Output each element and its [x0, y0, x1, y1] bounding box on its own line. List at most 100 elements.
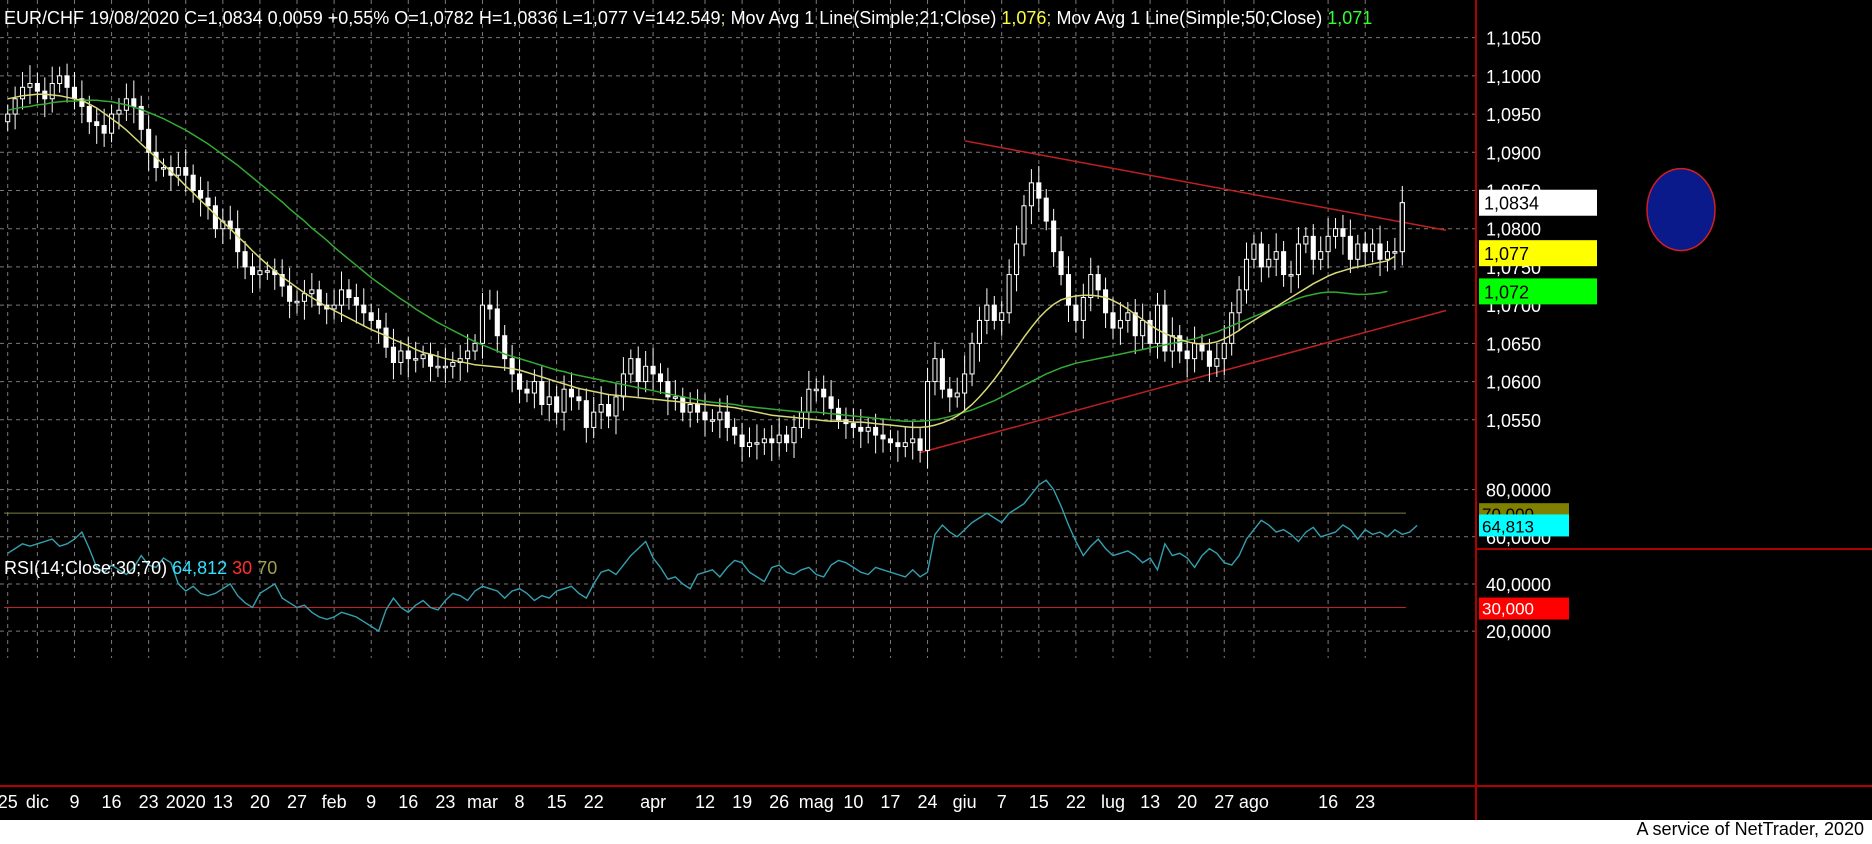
- candle-body: [1318, 251, 1324, 260]
- price-tag: [1479, 240, 1597, 267]
- x-tick-label: 23: [139, 792, 159, 812]
- price-tag: [1479, 278, 1597, 305]
- candle-body: [450, 361, 456, 367]
- ma50-line: [7, 99, 1388, 423]
- price-tag-label: 1,077: [1484, 244, 1529, 264]
- candle-body: [1192, 342, 1198, 360]
- x-tick-label: 2020: [166, 792, 206, 812]
- candle-body: [109, 113, 115, 134]
- candle-body: [754, 442, 760, 445]
- candle-body: [591, 411, 597, 428]
- candle-body: [1258, 243, 1264, 268]
- x-tick-label: 8: [515, 792, 525, 812]
- rsi-high: 70: [252, 558, 277, 578]
- footer-credit: A service of NetTrader, 2020: [1636, 819, 1864, 839]
- candle-body: [146, 128, 152, 153]
- candle-body: [1080, 297, 1086, 321]
- candle-body: [732, 426, 738, 436]
- candle-body: [917, 438, 923, 451]
- candle-body: [1051, 220, 1057, 253]
- candle-body: [1154, 304, 1161, 344]
- candle-body: [390, 346, 396, 363]
- rsi-last-tag: [1479, 514, 1569, 537]
- price-header: EUR/CHF 19/08/2020 C=1,0834 0,0059 +0,55…: [4, 8, 1372, 28]
- candle-body: [175, 167, 181, 176]
- candle-body: [650, 365, 656, 375]
- x-tick-label: ago: [1239, 792, 1269, 812]
- chart-canvas: 1,10501,10001,09501,09001,08501,08001,07…: [0, 0, 1872, 820]
- candle-body: [1088, 274, 1094, 299]
- candle-body: [672, 396, 678, 399]
- candle-body: [687, 404, 693, 413]
- candle-body: [405, 350, 411, 360]
- candle-body: [383, 327, 389, 348]
- x-tick-label: 10: [843, 792, 863, 812]
- candle-body: [57, 75, 63, 84]
- candle-body: [20, 86, 26, 100]
- x-tick-label: 9: [69, 792, 79, 812]
- candle-body: [1177, 335, 1183, 352]
- x-tick-label: 26: [769, 792, 789, 812]
- candle-body: [1221, 342, 1227, 360]
- candlestick-series: [5, 63, 1405, 469]
- candle-body: [583, 400, 589, 428]
- x-tick-label: feb: [322, 792, 347, 812]
- candle-body: [806, 388, 812, 413]
- candle-body: [932, 358, 938, 383]
- candle-body: [264, 270, 270, 273]
- y-tick-label: 1,0550: [1486, 411, 1541, 431]
- x-tick-label: apr: [640, 792, 666, 812]
- candle-body: [702, 411, 708, 421]
- candle-body: [1303, 235, 1309, 245]
- candle-body: [902, 442, 908, 448]
- candle-body: [709, 419, 715, 422]
- candle-body: [1347, 235, 1353, 260]
- candle-body: [1110, 312, 1116, 329]
- candle-body: [850, 423, 856, 428]
- resistance-trendline: [964, 140, 1447, 231]
- x-tick-label: dic: [26, 792, 49, 812]
- candle-body: [1251, 243, 1257, 260]
- candle-body: [338, 289, 345, 306]
- candle-body: [976, 319, 983, 344]
- candle-body: [984, 304, 990, 321]
- candle-body: [1014, 243, 1020, 276]
- candle-body: [1273, 251, 1279, 260]
- candle-body: [1206, 350, 1212, 367]
- candle-body: [1355, 243, 1361, 260]
- candle-body: [962, 373, 968, 394]
- rsi-line: [7, 479, 1418, 633]
- candle-body: [628, 358, 634, 375]
- candle-body: [1399, 202, 1405, 253]
- candle-body: [769, 438, 775, 444]
- header-ma21-label: Mov Avg 1 Line(Simple;21;Close): [726, 8, 997, 28]
- candle-body: [539, 381, 545, 406]
- candle-body: [761, 438, 767, 444]
- candle-body: [1147, 319, 1153, 344]
- candle-body: [398, 350, 404, 363]
- x-tick-label: 16: [102, 792, 122, 812]
- rsi-y-tick-label: 20,0000: [1486, 622, 1551, 642]
- candle-body: [86, 105, 92, 123]
- y-tick-label: 1,0600: [1486, 373, 1541, 393]
- candle-body: [1362, 243, 1368, 253]
- ma21-line: [7, 93, 1396, 429]
- x-tick-label: 16: [398, 792, 418, 812]
- candle-body: [865, 426, 871, 432]
- candle-body: [183, 167, 189, 176]
- candle-body: [635, 358, 641, 383]
- candle-body: [813, 388, 819, 392]
- x-tick-label: mar: [467, 792, 498, 812]
- candle-body: [509, 358, 515, 375]
- candle-body: [887, 438, 893, 444]
- candle-body: [346, 289, 352, 299]
- y-tick-label: 1,0650: [1486, 334, 1541, 354]
- x-tick-label: 12: [695, 792, 715, 812]
- rsi-header: RSI(14;Close;30;70) 64,812 30 70: [4, 558, 277, 578]
- candle-body: [1236, 289, 1242, 314]
- candle-body: [924, 381, 931, 451]
- rsi-value: 64,812: [167, 558, 227, 578]
- candle-body: [442, 365, 448, 369]
- candle-body: [1340, 228, 1346, 237]
- candle-body: [1214, 358, 1220, 367]
